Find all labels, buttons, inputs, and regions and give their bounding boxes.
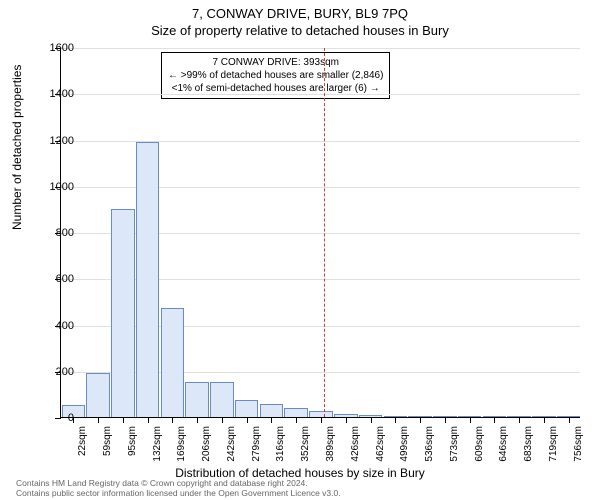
y-tick-label: 1600 <box>34 42 74 54</box>
annotation-box: 7 CONWAY DRIVE: 393sqm ← >99% of detache… <box>161 52 390 99</box>
footer-line2: Contains public sector information licen… <box>16 488 341 498</box>
x-tick <box>98 417 99 423</box>
histogram-bar <box>185 382 209 417</box>
chart-container: 7, CONWAY DRIVE, BURY, BL9 7PQ Size of p… <box>0 0 600 500</box>
x-tick <box>321 417 322 423</box>
gridline <box>61 94 580 95</box>
x-tick <box>470 417 471 423</box>
histogram-bar <box>111 209 135 417</box>
x-tick <box>494 417 495 423</box>
chart-subtitle: Size of property relative to detached ho… <box>0 21 600 38</box>
y-axis-label: Number of detached properties <box>10 65 24 230</box>
x-tick <box>148 417 149 423</box>
y-tick-label: 400 <box>34 320 74 332</box>
histogram-bar <box>86 373 110 417</box>
annotation-line1: 7 CONWAY DRIVE: 393sqm <box>168 56 383 69</box>
y-tick-label: 0 <box>34 412 74 424</box>
y-tick-label: 1000 <box>34 181 74 193</box>
x-tick <box>222 417 223 423</box>
x-tick <box>420 417 421 423</box>
x-tick <box>123 417 124 423</box>
x-tick <box>296 417 297 423</box>
histogram-bar <box>260 404 284 417</box>
y-tick-label: 800 <box>34 227 74 239</box>
footer-attribution: Contains HM Land Registry data © Crown c… <box>16 478 341 498</box>
y-tick-label: 1400 <box>34 88 74 100</box>
x-tick <box>371 417 372 423</box>
plot-area: 7 CONWAY DRIVE: 393sqm ← >99% of detache… <box>60 48 580 418</box>
reference-line <box>324 48 325 417</box>
x-tick <box>569 417 570 423</box>
x-tick <box>197 417 198 423</box>
y-tick-label: 600 <box>34 273 74 285</box>
histogram-bar <box>161 308 185 417</box>
x-tick <box>395 417 396 423</box>
x-tick <box>519 417 520 423</box>
gridline <box>61 48 580 49</box>
x-tick <box>445 417 446 423</box>
x-tick <box>346 417 347 423</box>
x-tick <box>544 417 545 423</box>
chart-title: 7, CONWAY DRIVE, BURY, BL9 7PQ <box>0 0 600 21</box>
x-tick <box>247 417 248 423</box>
y-tick-label: 200 <box>34 366 74 378</box>
x-tick <box>172 417 173 423</box>
x-tick <box>271 417 272 423</box>
histogram-bar <box>235 400 259 417</box>
annotation-line2: ← >99% of detached houses are smaller (2… <box>168 69 383 82</box>
footer-line1: Contains HM Land Registry data © Crown c… <box>16 478 341 488</box>
y-tick-label: 1200 <box>34 135 74 147</box>
histogram-bar <box>284 408 308 417</box>
histogram-bar <box>136 142 160 417</box>
histogram-bar <box>210 382 234 417</box>
annotation-line3: <1% of semi-detached houses are larger (… <box>168 82 383 95</box>
